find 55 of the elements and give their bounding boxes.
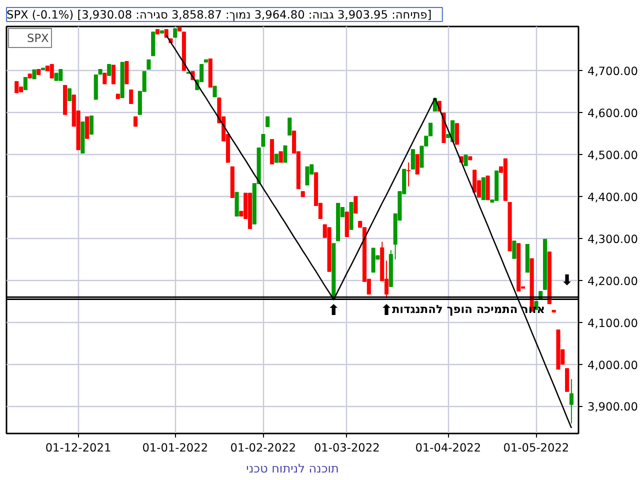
y-tick-label: 3,900.00 — [588, 400, 638, 414]
candlestick — [85, 116, 90, 139]
x-tick-label: 01-01-2022 — [142, 440, 208, 454]
candlestick — [406, 162, 411, 187]
candlestick — [278, 151, 283, 163]
y-tick-label: 4,600.00 — [588, 106, 638, 120]
candlestick — [107, 64, 112, 76]
candlestick — [415, 154, 420, 174]
candlestick — [14, 81, 19, 94]
candlestick — [288, 118, 292, 136]
candlestick — [212, 86, 217, 98]
candlestick — [67, 88, 72, 102]
candlestick — [134, 116, 138, 127]
candlestick — [261, 134, 266, 147]
candlestick — [151, 31, 156, 56]
candlestick — [569, 378, 574, 424]
candlestick — [464, 154, 468, 166]
x-tick-label: 01-12-2021 — [45, 440, 112, 454]
y-tick-label: 4,500.00 — [588, 148, 638, 162]
candlestick — [129, 90, 134, 104]
candlestick — [102, 72, 107, 84]
candlestick — [354, 196, 358, 214]
x-tick-label: 01-04-2022 — [415, 440, 482, 454]
candlestick — [454, 122, 459, 145]
candlestick — [111, 64, 116, 84]
candlestick — [565, 368, 570, 392]
candlestick — [23, 76, 28, 90]
candlestick — [410, 148, 415, 170]
x-tick-label: 01-03-2022 — [314, 440, 380, 454]
candlestick — [32, 69, 36, 80]
series-label: SPX — [27, 31, 49, 45]
y-tick-label: 4,700.00 — [588, 64, 638, 78]
y-tick-label: 4,100.00 — [588, 316, 638, 330]
candlestick — [305, 166, 310, 186]
candlestick — [512, 240, 516, 260]
candlestick — [486, 175, 490, 200]
x-tick-label: 01-05-2022 — [503, 440, 570, 454]
y-tick-label: 4,200.00 — [588, 274, 638, 288]
candlestick — [234, 192, 239, 216]
y-tick-label: 4,400.00 — [588, 190, 638, 204]
y-tick-label: 4,000.00 — [588, 358, 638, 372]
candlestick — [50, 64, 54, 79]
annotation: ⬆ — [380, 302, 393, 320]
candlestick — [266, 116, 270, 128]
x-tick-label: 01-02-2022 — [230, 440, 296, 454]
candlestick — [89, 115, 94, 135]
chart-subtitle: SPX (-0.1%) [פתיחה: 3,903.95 גבוה: 3,964.80 נמוך: 3,858.87 סגירה: 3,930.08] — [6, 8, 432, 22]
candlestick — [124, 61, 129, 84]
annotation: ⬇ — [560, 272, 574, 290]
y-tick-label: 4,300.00 — [588, 232, 638, 246]
candlestick — [146, 59, 151, 70]
candlestick — [283, 145, 288, 163]
text: תוכנה לניתוח טכני — [246, 462, 339, 476]
candlestick — [481, 177, 486, 200]
annotation: ⬆ — [328, 302, 340, 320]
